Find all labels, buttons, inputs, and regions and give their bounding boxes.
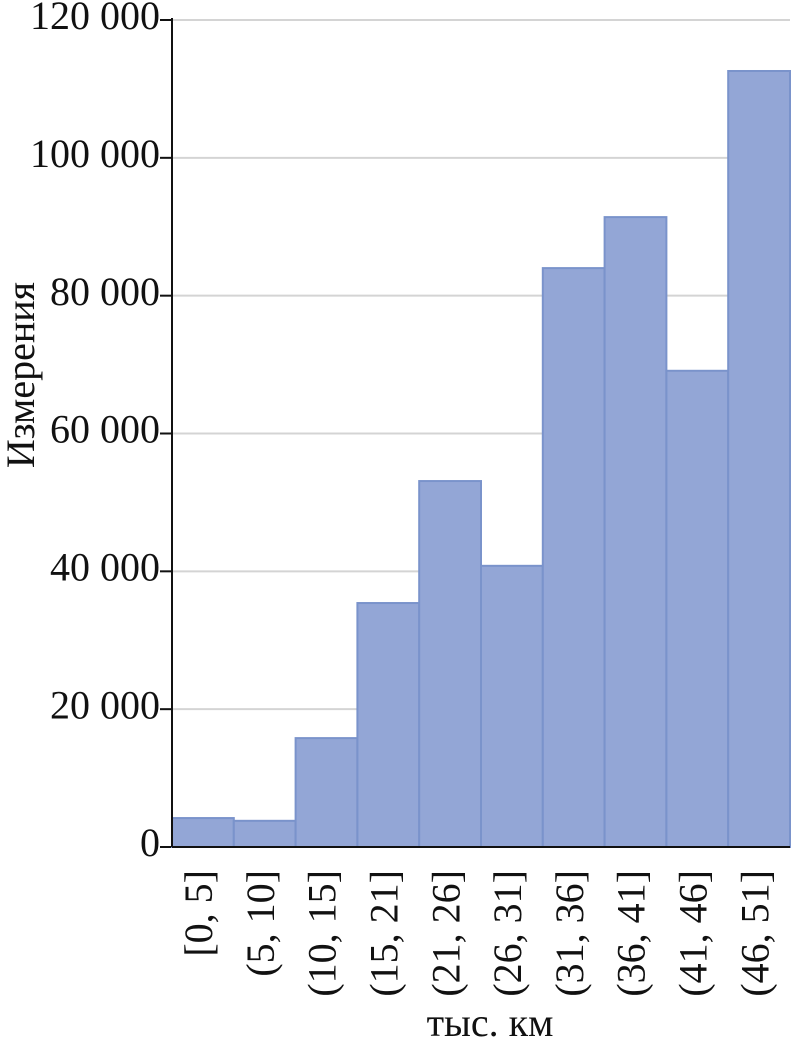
x-tick-label: (21, 26] bbox=[423, 870, 468, 997]
x-tick-label: (31, 36] bbox=[547, 870, 592, 997]
x-tick-label: (15, 21] bbox=[361, 870, 406, 997]
bar bbox=[418, 480, 483, 848]
bar bbox=[541, 267, 606, 849]
y-tick-label: 0 bbox=[140, 820, 160, 865]
bar bbox=[727, 69, 792, 848]
bar bbox=[232, 819, 297, 848]
bar bbox=[603, 216, 668, 848]
y-tick-label: 100 000 bbox=[30, 131, 160, 176]
bar bbox=[294, 737, 359, 849]
x-axis-title: тыс. км bbox=[427, 1000, 554, 1045]
x-tick-label: (10, 15] bbox=[300, 870, 345, 997]
y-tick-label: 120 000 bbox=[30, 0, 160, 38]
x-tick-label: (46, 51] bbox=[732, 870, 777, 997]
y-axis-title: Измерения bbox=[0, 282, 43, 468]
x-tick-label: (5, 10] bbox=[238, 870, 283, 977]
y-tick-label: 20 000 bbox=[50, 682, 160, 727]
bar bbox=[171, 817, 235, 848]
bar bbox=[665, 369, 730, 848]
bar bbox=[480, 564, 544, 848]
y-tick-label: 60 000 bbox=[50, 407, 160, 452]
x-tick-label: [0, 5] bbox=[176, 870, 221, 957]
y-tick-label: 40 000 bbox=[50, 545, 160, 590]
x-tick-label: (26, 31] bbox=[485, 870, 530, 997]
x-tick-label: (41, 46] bbox=[670, 870, 715, 997]
y-tick-label: 80 000 bbox=[50, 269, 160, 314]
bar bbox=[356, 602, 421, 848]
x-tick-label: (36, 41] bbox=[609, 870, 654, 997]
